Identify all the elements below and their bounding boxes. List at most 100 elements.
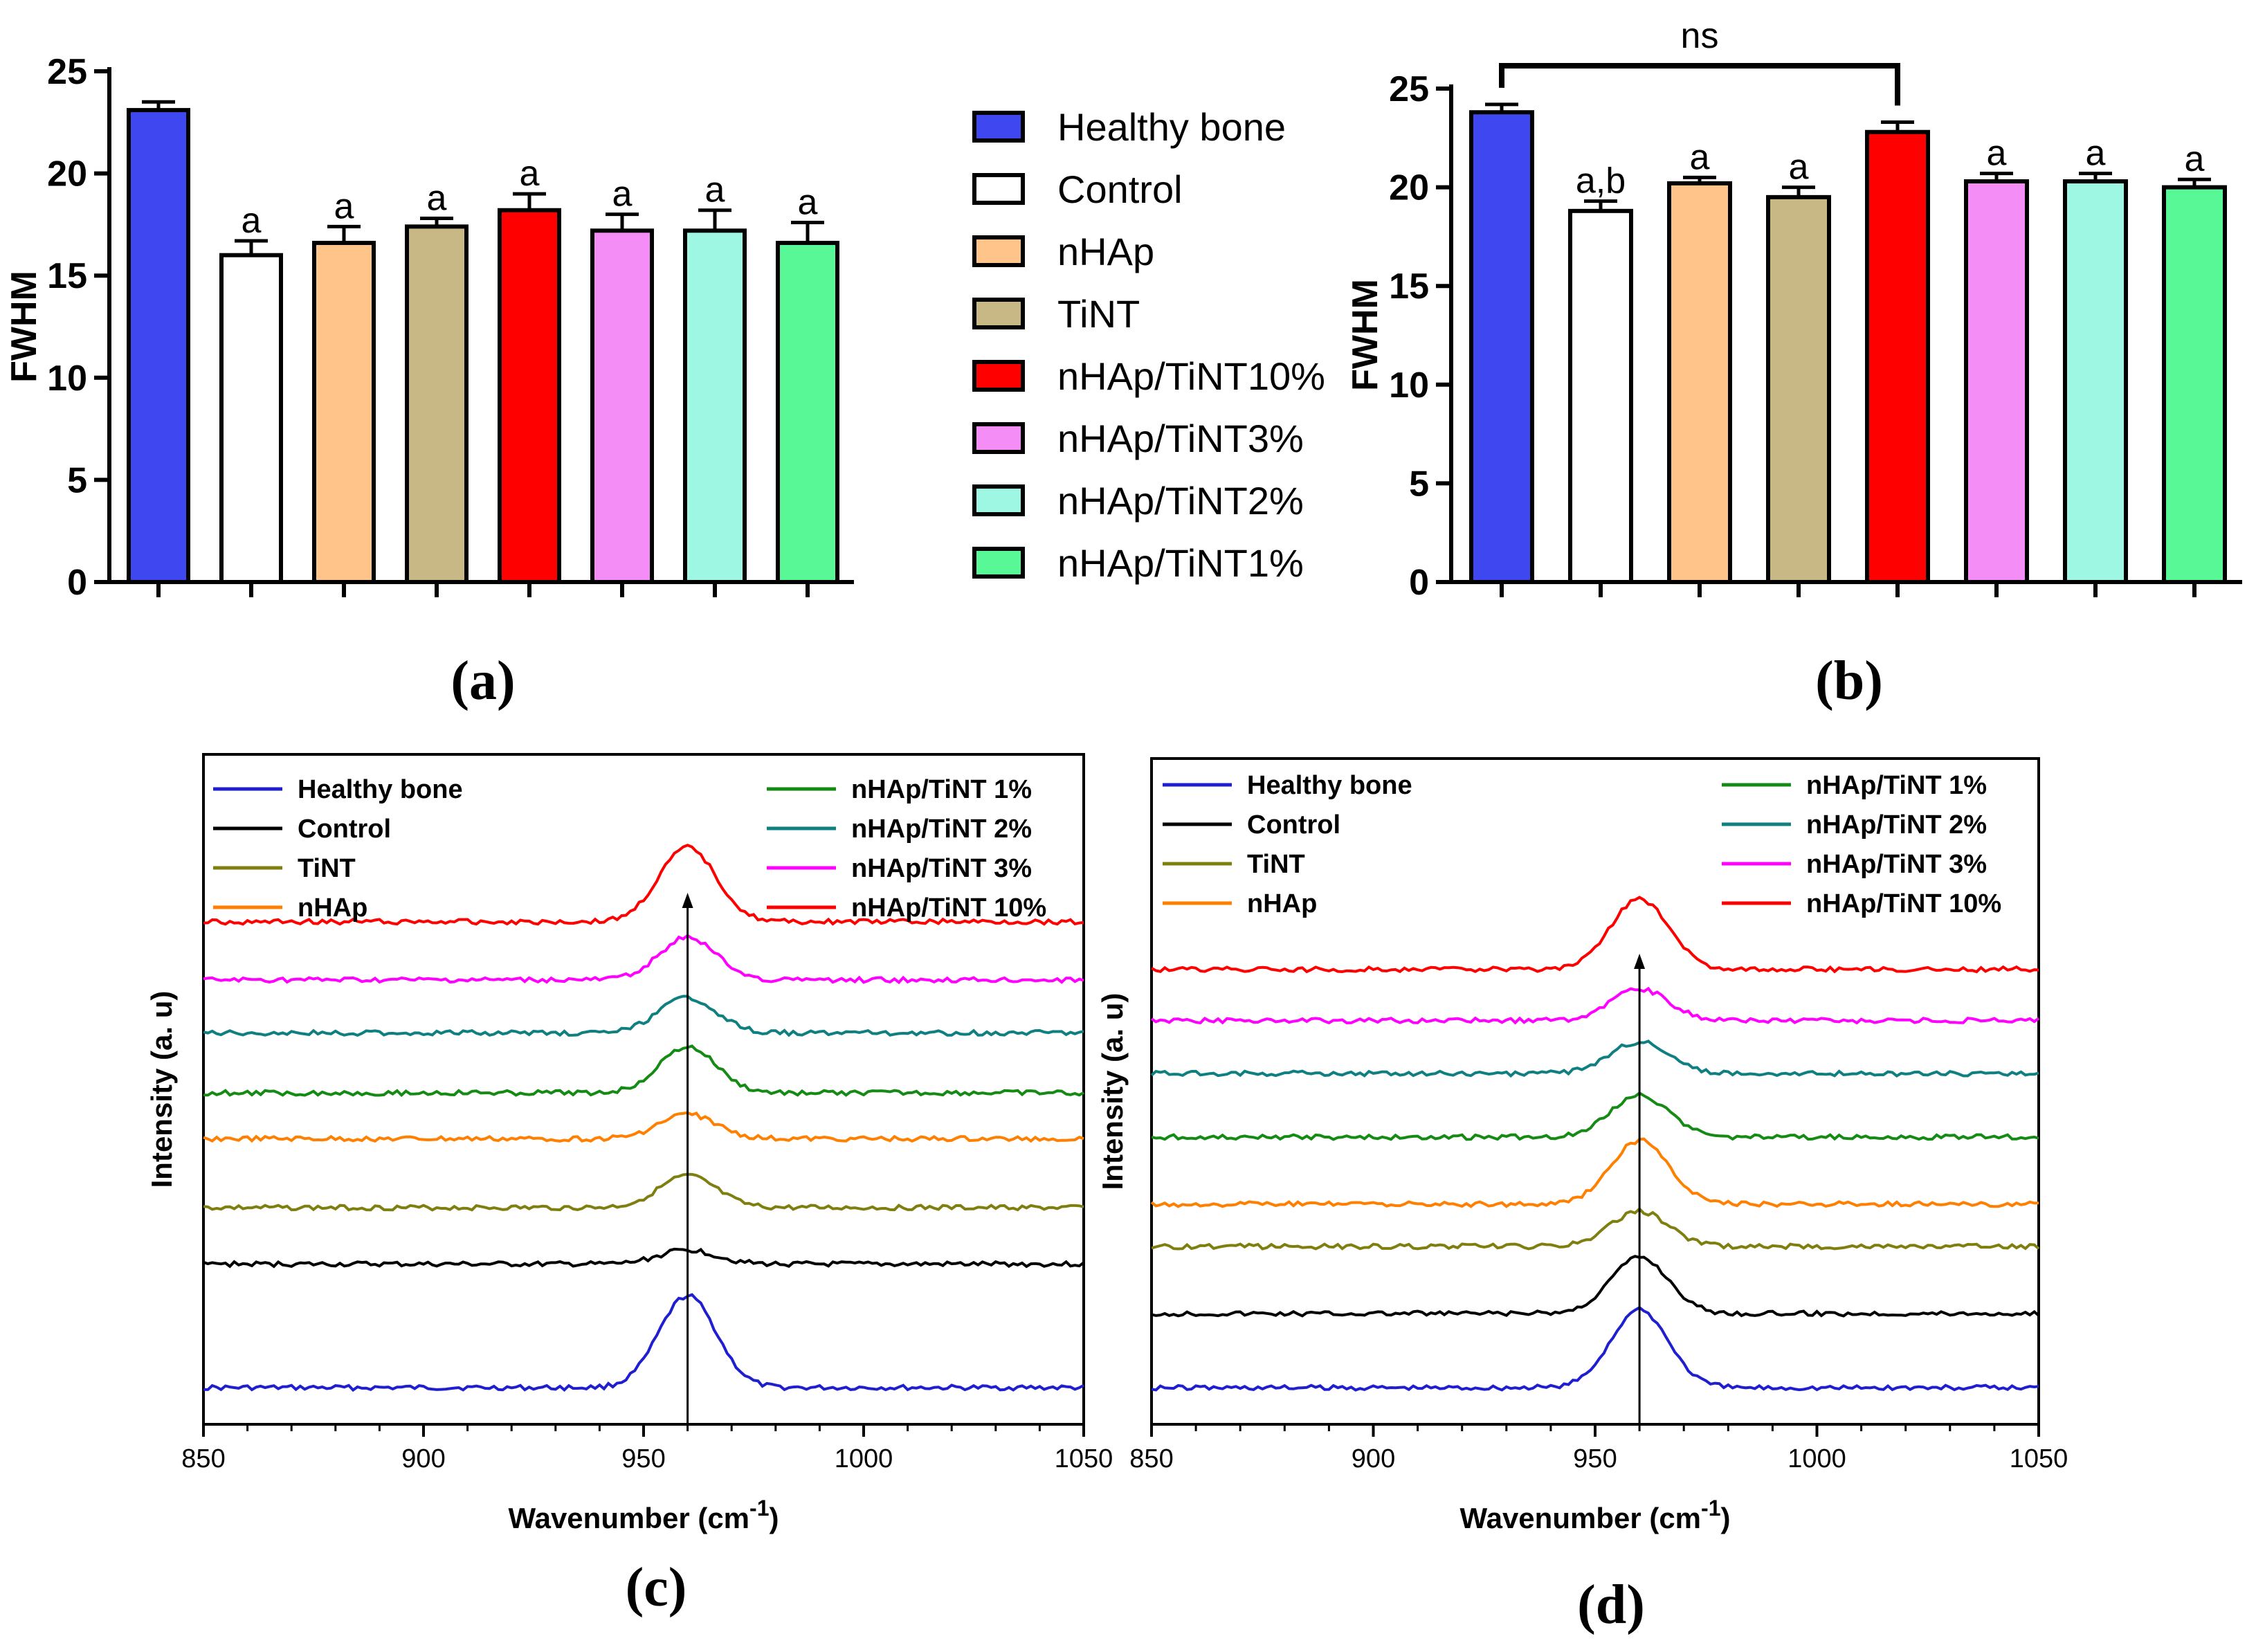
panel-a-significance-letter: a xyxy=(612,174,633,215)
panel-c-legend-label: nHAp xyxy=(298,893,367,923)
panel-c-legend-label: nHAp/TiNT 10% xyxy=(851,893,1046,923)
legend-swatch xyxy=(972,298,1025,329)
panel-b-significance-letter: a,b xyxy=(1576,161,1626,201)
legend-label: nHAp xyxy=(1057,230,1154,273)
panel-a-bar xyxy=(405,224,469,584)
legend-label: nHAp/TiNT2% xyxy=(1057,479,1304,523)
panel-c-series-line xyxy=(203,995,1084,1037)
panel-c-series-line xyxy=(203,1111,1084,1143)
panel-a-bar xyxy=(683,228,747,584)
legend-swatch xyxy=(972,173,1025,205)
legend-swatch xyxy=(972,235,1025,267)
panel-b-y-tick-label: 5 xyxy=(1409,464,1429,504)
panel-c-x-axis-label: Wavenumber (cm-1) xyxy=(509,1496,779,1534)
panel-b-significance-letter: a xyxy=(2086,134,2106,174)
panel-d-x-tick-label: 900 xyxy=(1352,1444,1395,1473)
panel-a-y-tick-label: 5 xyxy=(67,460,87,500)
panel-b-bar xyxy=(1766,194,1831,584)
panel-a-significance-letter: a xyxy=(520,154,540,194)
panel-b-bar xyxy=(1568,208,1633,585)
panel-d-y-axis-label: Intensity (a. u) xyxy=(1096,993,1129,1190)
panel-d-series-line xyxy=(1150,986,2040,1025)
legend-swatch xyxy=(972,360,1025,392)
panel-a-bar xyxy=(776,240,839,584)
panel-b-bar xyxy=(1667,181,1732,584)
legend-label: TiNT xyxy=(1057,292,1140,336)
panel-b-y-tick-label: 20 xyxy=(1389,168,1429,208)
panel-label-d: (d) xyxy=(1577,1574,1645,1635)
panel-c-series-line xyxy=(203,1172,1084,1212)
panel-a-y-tick-label: 0 xyxy=(67,563,87,603)
panel-b-y-tick-label: 15 xyxy=(1389,266,1429,307)
panel-a-y-axis-label: FWHM xyxy=(4,271,44,383)
legend-label: nHAp/TiNT1% xyxy=(1057,541,1304,585)
panel-label-c: (c) xyxy=(626,1557,687,1618)
panel-d-legend-label: nHAp/TiNT 1% xyxy=(1806,771,1987,800)
panel-b-y-tick-label: 10 xyxy=(1389,365,1429,406)
panel-c-series-line xyxy=(203,1044,1084,1098)
panel-c-legend-label: Control xyxy=(298,815,391,844)
panel-d-x-tick-label: 1050 xyxy=(2010,1444,2068,1473)
panel-a-legend: Healthy bone Control nHAp TiNT nHAp/TiNT10% n… xyxy=(972,105,1325,585)
legend-swatch xyxy=(972,547,1025,579)
panel-b-significance-letter: a xyxy=(2185,139,2205,179)
panel-c-raman-spectra: 850 900 950 1000 1050 Wavenumber (cm-1) Intens… xyxy=(145,753,1113,1534)
panel-b-significance-letter: a xyxy=(1690,137,1710,177)
panel-c-x-tick-label: 1050 xyxy=(1055,1444,1113,1473)
panel-b-bar xyxy=(2162,185,2227,585)
panel-a-bar xyxy=(498,208,561,584)
panel-d-legend-label: TiNT xyxy=(1247,850,1305,879)
panel-d-series-line xyxy=(1151,1305,2039,1392)
panel-a-y-tick-label: 15 xyxy=(47,256,87,296)
panel-c-x-tick-label: 1000 xyxy=(835,1444,893,1473)
panel-b-y-tick-label: 0 xyxy=(1409,563,1429,603)
panel-c-series-line xyxy=(203,844,1084,926)
panel-c-y-axis-label: Intensity (a. u) xyxy=(145,991,178,1188)
panel-c-x-tick-label: 950 xyxy=(621,1444,665,1473)
panel-d-legend-label: nHAp xyxy=(1247,889,1317,918)
legend-swatch xyxy=(972,111,1025,143)
panel-b-ns-bracket xyxy=(1499,63,1900,106)
panel-c-legend-label: nHAp/TiNT 3% xyxy=(851,854,1032,883)
panel-c-series-line xyxy=(203,1293,1084,1392)
panel-a-bar-chart: 0 5 10 15 20 25 FWHM a a a a a a a xyxy=(4,52,854,603)
panel-a-y-tick-label: 25 xyxy=(47,52,87,92)
panel-a-bar xyxy=(219,253,283,584)
panel-b-significance-letter: a xyxy=(1789,147,1809,188)
panel-c-peak-marker-arrow xyxy=(682,893,693,908)
panel-a-bar xyxy=(312,240,376,584)
panel-b-bar xyxy=(1964,179,2029,584)
panel-a-y-tick-label: 10 xyxy=(47,358,87,399)
panel-b-y-tick-label: 25 xyxy=(1389,69,1429,109)
legend-swatch xyxy=(972,422,1025,454)
panel-d-series-line xyxy=(1150,896,2039,974)
panel-b-bar xyxy=(1469,110,1534,584)
panel-d-series-line xyxy=(1150,1040,2039,1078)
panel-d-series-line xyxy=(1151,1206,2040,1251)
panel-c-legend-label: Healthy bone xyxy=(298,775,463,804)
panel-b-bar-chart: 0 5 10 15 20 25 FWHM a,b a a a a a ns xyxy=(1345,16,2242,603)
panel-d-x-tick-label: 1000 xyxy=(1788,1444,1846,1473)
panel-b-y-axis-label: FWHM xyxy=(1345,279,1385,391)
panel-d-x-axis-label: Wavenumber (cm-1) xyxy=(1460,1496,1731,1534)
panel-label-a: (a) xyxy=(451,651,515,711)
legend-swatch xyxy=(972,484,1025,516)
panel-d-legend-label: nHAp/TiNT 3% xyxy=(1806,850,1987,879)
panel-a-y-tick-label: 20 xyxy=(47,154,87,194)
panel-d-legend-label: Healthy bone xyxy=(1247,771,1412,800)
panel-b-significance-letter: a xyxy=(1987,134,2007,174)
panel-d-series-line xyxy=(1151,1255,2040,1318)
panel-a-bar xyxy=(590,228,654,584)
legend-label: Healthy bone xyxy=(1057,105,1286,149)
panel-d-series-line xyxy=(1151,1091,2039,1141)
panel-d-raman-spectra: 850 900 950 1000 1050 Wavenumber (cm-1) Intens… xyxy=(1096,757,2068,1534)
panel-b-bar xyxy=(1865,129,1930,584)
panel-d-peak-marker-arrow xyxy=(1634,954,1646,969)
panel-label-b: (b) xyxy=(1815,651,1883,711)
panel-a-significance-letter: a xyxy=(242,201,262,241)
panel-c-legend-label: TiNT xyxy=(298,854,356,883)
panel-c-x-tick-label: 850 xyxy=(181,1444,225,1473)
panel-a-significance-letter: a xyxy=(427,179,447,219)
panel-c-series-line xyxy=(203,1247,1085,1269)
